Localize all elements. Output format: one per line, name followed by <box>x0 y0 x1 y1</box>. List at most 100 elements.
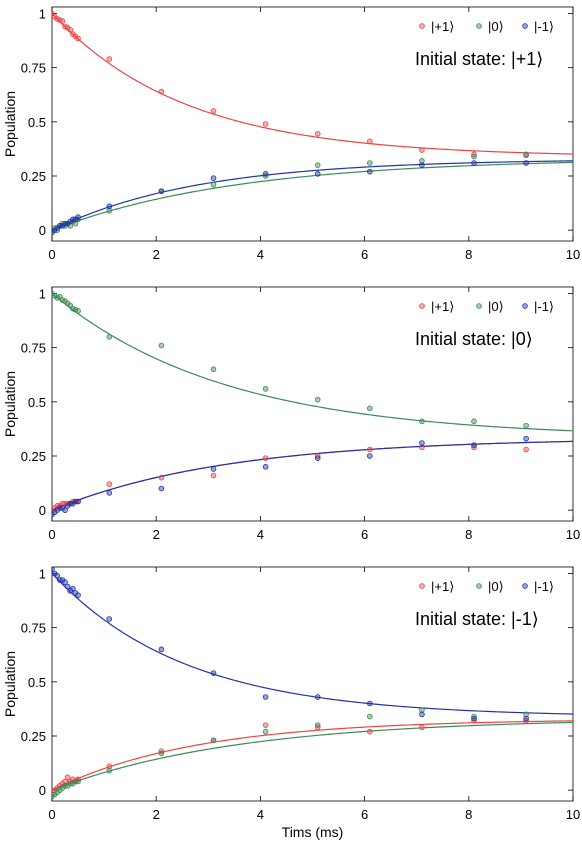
y-axis-title: Population <box>2 91 18 157</box>
x-tick-label: 6 <box>361 247 368 262</box>
y-tick-label: 0.5 <box>28 675 46 690</box>
y-tick-label: 0.25 <box>21 729 46 744</box>
data-point-series-3 <box>54 572 61 579</box>
data-point-series-2 <box>158 750 165 757</box>
data-point-series-3 <box>471 160 477 166</box>
initial-state-annotation: Initial state: |+1⟩ <box>415 49 543 69</box>
data-point-series-3 <box>471 715 477 722</box>
y-tick-label: 0 <box>39 783 46 798</box>
data-point-series-1 <box>314 130 321 137</box>
data-point-series-1 <box>67 26 74 33</box>
data-point-series-3 <box>314 455 321 461</box>
legend-marker-series-3 <box>522 23 528 29</box>
x-tick-label: 0 <box>48 807 55 822</box>
y-axis-title: Population <box>2 371 18 437</box>
data-point-series-2 <box>471 418 477 425</box>
data-point-series-1 <box>210 472 217 479</box>
fit-line-series-1 <box>52 720 573 791</box>
data-point-series-1 <box>106 56 113 62</box>
x-tick-label: 0 <box>48 247 55 262</box>
x-tick-label: 8 <box>465 527 472 542</box>
data-point-series-1 <box>419 724 425 731</box>
data-point-series-3 <box>158 188 165 194</box>
data-point-series-1 <box>158 88 165 95</box>
legend-marker-series-2 <box>476 23 482 29</box>
data-point-series-2 <box>523 711 529 718</box>
axes-frame <box>51 6 574 242</box>
data-point-series-1 <box>262 722 269 728</box>
x-tick-label: 4 <box>257 807 264 822</box>
x-tick-label: 10 <box>566 527 580 542</box>
legend-marker-series-3 <box>522 303 528 309</box>
data-point-series-3 <box>262 694 269 700</box>
initial-state-annotation: Initial state: |-1⟩ <box>415 609 539 629</box>
data-point-series-3 <box>523 715 529 722</box>
initial-state-annotation: Initial state: |0⟩ <box>415 329 533 349</box>
data-point-series-1 <box>106 481 113 487</box>
axes-frame <box>51 566 574 802</box>
data-point-series-3 <box>419 440 425 446</box>
data-point-series-1 <box>367 138 373 145</box>
data-point-series-1 <box>158 474 165 481</box>
data-point-series-2 <box>419 707 425 713</box>
data-point-series-2 <box>419 418 425 425</box>
data-point-series-3 <box>62 579 68 585</box>
x-tick-label: 4 <box>257 527 264 542</box>
data-point-series-2 <box>106 207 113 214</box>
x-tick-label: 2 <box>153 527 160 542</box>
data-point-series-2 <box>419 158 425 164</box>
data-point-series-2 <box>210 737 217 744</box>
legend-marker-series-2 <box>476 303 482 309</box>
legend-marker-series-1 <box>419 23 425 29</box>
y-tick-label: 1 <box>39 7 46 22</box>
x-tick-label: 8 <box>465 807 472 822</box>
data-point-series-3 <box>367 700 373 707</box>
x-tick-label: 0 <box>48 527 55 542</box>
legend-label-series-2: |0⟩ <box>488 579 504 594</box>
legend-label-series-3: |-1⟩ <box>534 299 554 314</box>
legend-label-series-3: |-1⟩ <box>534 579 554 594</box>
y-axis-title: Population <box>2 651 18 717</box>
data-point-series-1 <box>523 446 529 453</box>
fit-line-series-2 <box>52 293 573 432</box>
data-point-series-3 <box>106 616 113 622</box>
legend-label-series-2: |0⟩ <box>488 19 504 34</box>
legend-label-series-1: |+1⟩ <box>431 579 454 594</box>
data-point-series-3 <box>523 435 529 442</box>
data-point-series-1 <box>210 108 217 114</box>
fit-line-series-3 <box>52 573 573 715</box>
legend-label-series-1: |+1⟩ <box>431 19 454 34</box>
fit-line-series-1 <box>52 440 573 511</box>
data-point-series-3 <box>523 160 529 166</box>
data-point-series-2 <box>262 386 269 392</box>
data-point-series-3 <box>419 711 425 718</box>
y-tick-label: 0.75 <box>21 621 46 636</box>
y-tick-label: 0.5 <box>28 115 46 130</box>
data-point-series-3 <box>419 162 425 168</box>
data-point-series-2 <box>72 220 79 227</box>
data-point-series-2 <box>106 767 113 774</box>
data-point-series-3 <box>314 694 321 700</box>
data-point-series-3 <box>75 498 81 505</box>
data-point-series-2 <box>367 160 373 166</box>
data-point-series-1 <box>64 774 71 780</box>
data-point-series-2 <box>367 713 373 720</box>
data-point-series-3 <box>64 583 71 590</box>
y-tick-label: 0.25 <box>21 449 46 464</box>
data-point-series-2 <box>523 422 529 429</box>
data-point-series-2 <box>158 342 165 349</box>
fit-line-series-3 <box>52 160 573 231</box>
x-tick-label: 4 <box>257 247 264 262</box>
data-point-series-3 <box>314 171 321 177</box>
legend-label-series-3: |-1⟩ <box>534 19 554 34</box>
data-point-series-2 <box>210 181 217 188</box>
legend-marker-series-1 <box>419 303 425 309</box>
data-point-series-2 <box>314 722 321 728</box>
data-point-series-2 <box>262 728 269 735</box>
plot-area <box>52 567 573 800</box>
x-tick-label: 10 <box>566 247 580 262</box>
data-point-series-2 <box>314 396 321 403</box>
axes-frame <box>51 286 574 522</box>
data-point-series-3 <box>62 507 68 513</box>
